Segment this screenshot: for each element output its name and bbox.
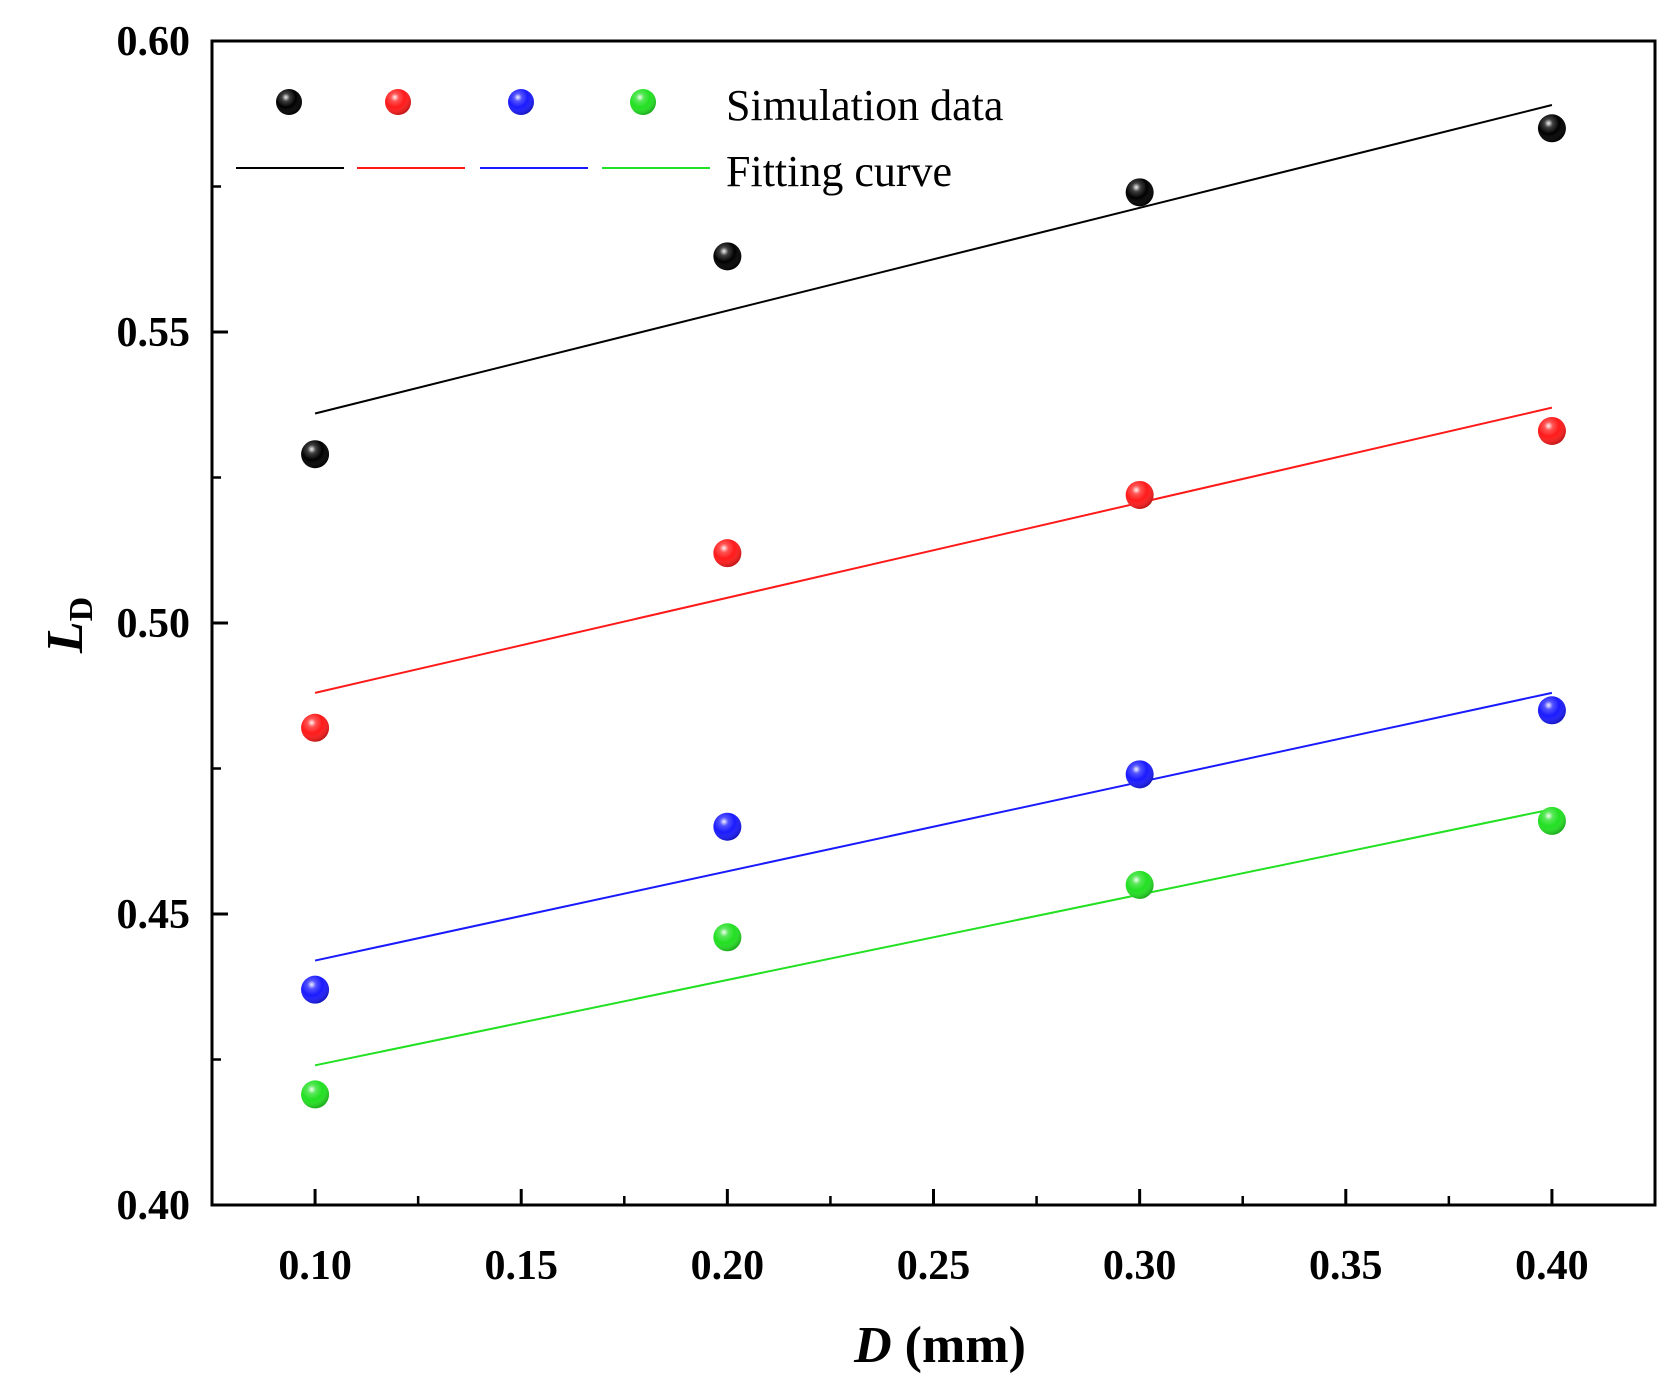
fitting-curve xyxy=(314,808,1553,1067)
data-point xyxy=(1125,178,1154,207)
x-axis-unit: (mm) xyxy=(892,1317,1026,1374)
data-point-highlight xyxy=(301,975,330,1004)
x-tick-label: 0.15 xyxy=(484,1243,558,1289)
legend-marker-highlight xyxy=(385,89,411,115)
legend-label-fitting: Fitting curve xyxy=(726,147,952,196)
data-point-highlight xyxy=(1125,870,1154,899)
data-point xyxy=(713,539,742,568)
x-axis-variable: D xyxy=(853,1317,892,1374)
legend-marker-highlight xyxy=(276,89,302,115)
data-point xyxy=(1125,760,1154,789)
plot-frame xyxy=(210,39,1657,1207)
y-axis-title: LD xyxy=(37,597,100,654)
y-tick-label: 0.50 xyxy=(117,601,191,647)
data-point-highlight xyxy=(1537,416,1566,445)
fitting-curve xyxy=(314,104,1553,415)
data-point-highlight xyxy=(1125,760,1154,789)
legend: Simulation data Fitting curve xyxy=(236,81,1003,196)
x-tick-label: 0.20 xyxy=(691,1243,765,1289)
data-point-highlight xyxy=(713,539,742,568)
x-tick-label: 0.35 xyxy=(1309,1243,1383,1289)
data-point xyxy=(1125,870,1154,899)
data-point-highlight xyxy=(1125,480,1154,509)
fitting-curves xyxy=(314,104,1553,1067)
data-point xyxy=(301,975,330,1004)
x-tick-label: 0.30 xyxy=(1103,1243,1177,1289)
data-point xyxy=(1125,480,1154,509)
data-point xyxy=(301,713,330,742)
x-axis: 0.10 0.15 0.20 0.25 0.30 0.35 0.40 xyxy=(278,1189,1589,1289)
y-tick-label: 0.40 xyxy=(117,1183,191,1229)
data-point xyxy=(301,1080,330,1109)
data-point xyxy=(1537,696,1566,725)
y-axis-subscript: D xyxy=(63,597,100,622)
x-axis-title: D (mm) xyxy=(853,1317,1026,1374)
data-point-highlight xyxy=(301,1080,330,1109)
data-point xyxy=(713,923,742,952)
fitting-curve xyxy=(314,406,1553,694)
legend-marker-highlight xyxy=(508,89,534,115)
data-point-highlight xyxy=(713,812,742,841)
data-point xyxy=(301,440,330,469)
fitting-curve xyxy=(314,691,1553,962)
data-point-highlight xyxy=(713,923,742,952)
data-point xyxy=(1537,806,1566,835)
y-tick-label: 0.45 xyxy=(117,892,191,938)
data-point-highlight xyxy=(301,440,330,469)
y-axis-variable: L xyxy=(37,621,94,654)
svg-text:LD: LD xyxy=(37,597,100,654)
legend-marker xyxy=(630,89,656,115)
y-tick-label: 0.55 xyxy=(117,310,191,356)
x-tick-label: 0.40 xyxy=(1515,1243,1589,1289)
legend-label-simulation: Simulation data xyxy=(726,81,1003,130)
data-point-highlight xyxy=(1537,806,1566,835)
legend-marker xyxy=(508,89,534,115)
legend-marker-highlight xyxy=(630,89,656,115)
data-point xyxy=(1537,416,1566,445)
data-point xyxy=(713,812,742,841)
data-point xyxy=(713,242,742,271)
legend-marker xyxy=(276,89,302,115)
legend-marker xyxy=(385,89,411,115)
data-point-highlight xyxy=(1537,696,1566,725)
data-point-highlight xyxy=(1537,114,1566,143)
data-point xyxy=(1537,114,1566,143)
data-points xyxy=(301,114,1566,1109)
data-point-highlight xyxy=(1125,178,1154,207)
x-tick-label: 0.10 xyxy=(278,1243,352,1289)
data-point-highlight xyxy=(713,242,742,271)
y-tick-label: 0.60 xyxy=(117,19,191,65)
x-tick-label: 0.25 xyxy=(897,1243,971,1289)
y-axis: 0.40 0.45 0.50 0.55 0.60 xyxy=(117,19,228,1229)
data-point-highlight xyxy=(301,713,330,742)
